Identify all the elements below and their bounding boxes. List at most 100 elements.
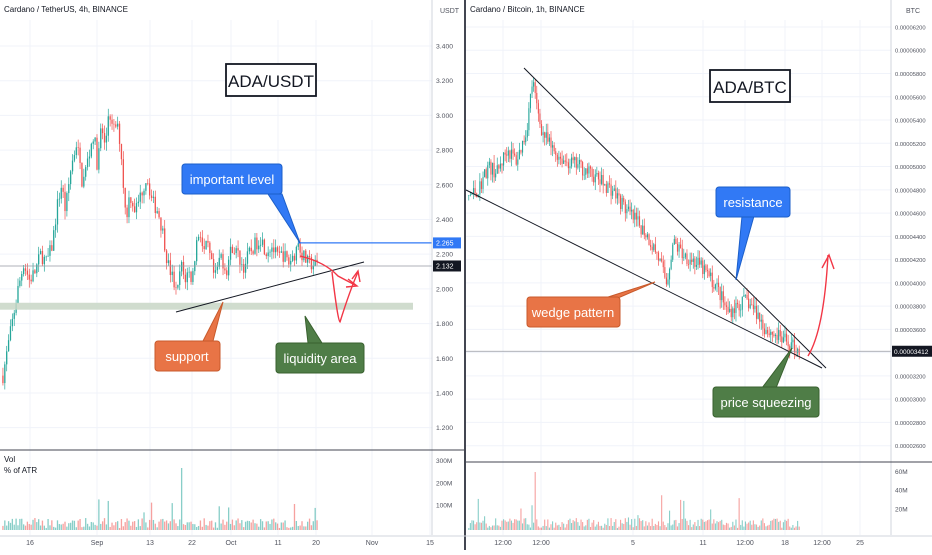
volume-bar [179,519,181,530]
candle-body [19,280,21,286]
candle-body [250,247,252,252]
volume-bar [474,524,476,530]
volume-bar [572,520,574,530]
volume-bar [724,525,726,530]
candle-body [732,308,734,318]
candle-body [128,197,130,218]
candle-body [786,333,788,342]
x-tick-label: 25 [856,540,864,547]
volume-bar [518,520,520,530]
volume-bar [776,518,778,530]
candle-body [103,133,106,143]
candle-body [308,255,311,258]
price-squeezing-callout-box [712,386,820,418]
candle-body [261,239,264,245]
volume-bar [169,521,172,530]
candle-body [629,206,631,212]
candle-body [286,251,288,258]
candle-body [51,245,53,251]
candle-body [267,252,269,257]
y-tick-label: 3.400 [436,44,453,51]
y-tick-label: 3.200 [436,78,453,85]
volume-bar [752,520,754,530]
candle-body [105,135,108,143]
volume-bar [103,518,106,530]
candle-body [744,294,747,296]
volume-bar [85,518,87,530]
candle-body [624,201,626,214]
candle-body [94,137,96,142]
candle-body [472,188,475,194]
candle-body [681,248,683,259]
volume-bar [725,522,728,530]
candle-body [86,158,89,168]
candle-body [789,346,791,351]
candle-body [654,244,656,253]
volume-bar [534,472,536,530]
volume-bar [301,521,303,530]
volume-bar [558,524,560,530]
volume-bar [599,525,601,530]
volume-bar [615,519,617,530]
candle-body [256,237,258,250]
volume-bar [276,523,279,530]
candle-body [299,243,301,253]
candle-body [182,261,185,275]
volume-bar [38,519,40,530]
candle-body [657,252,660,261]
volume-bar [472,520,475,530]
candle-body [553,145,555,152]
volume-bar [784,519,786,530]
volume-bar [648,522,650,530]
volume-bar [263,527,266,530]
volume-bar [593,520,595,530]
candle-body [263,239,266,255]
candle-body [135,203,138,213]
volume-bar [188,522,190,530]
wedge-support-line [465,189,823,369]
volume-bar [122,526,124,530]
candle-body [101,128,104,134]
y-tick-label: 0.00002600 [895,444,926,450]
volume-bar [86,523,89,530]
candle-body [85,167,87,177]
volume-bar [740,524,742,530]
left-pair-label: ADA/USDT [228,72,314,91]
volume-bar [299,525,301,530]
candle-body [156,211,158,213]
volume-bar [171,503,173,530]
candle-body [83,176,85,187]
candle-body [740,309,742,311]
candle-body [282,251,284,262]
volume-bar [536,519,538,530]
support-callout: support [165,349,209,364]
candle-body [293,255,296,261]
candle-body [173,271,175,288]
candle-body [41,250,44,265]
candle-body [751,304,753,306]
volume-bar [105,524,108,530]
candle-body [482,177,484,189]
candle-body [575,157,577,168]
candle-body [570,157,573,167]
volume-bar [542,525,544,530]
volume-bar [316,520,318,530]
volume-bar [763,523,765,530]
candle-body [13,312,15,319]
candle-body [120,143,123,160]
candle-body [28,274,30,280]
volume-bar [212,527,215,530]
volume-bar [727,523,729,530]
volume-bar [687,525,690,530]
candle-body [75,147,77,156]
candle-body [224,268,226,271]
candle-body [621,198,623,209]
volume-bar [503,519,505,530]
candle-body [488,161,490,166]
candle-body [92,141,94,144]
volume-bar [653,525,655,530]
candle-body [43,256,45,265]
x-tick-label: 11 [699,540,706,547]
volume-tick-label: 40M [895,488,908,495]
